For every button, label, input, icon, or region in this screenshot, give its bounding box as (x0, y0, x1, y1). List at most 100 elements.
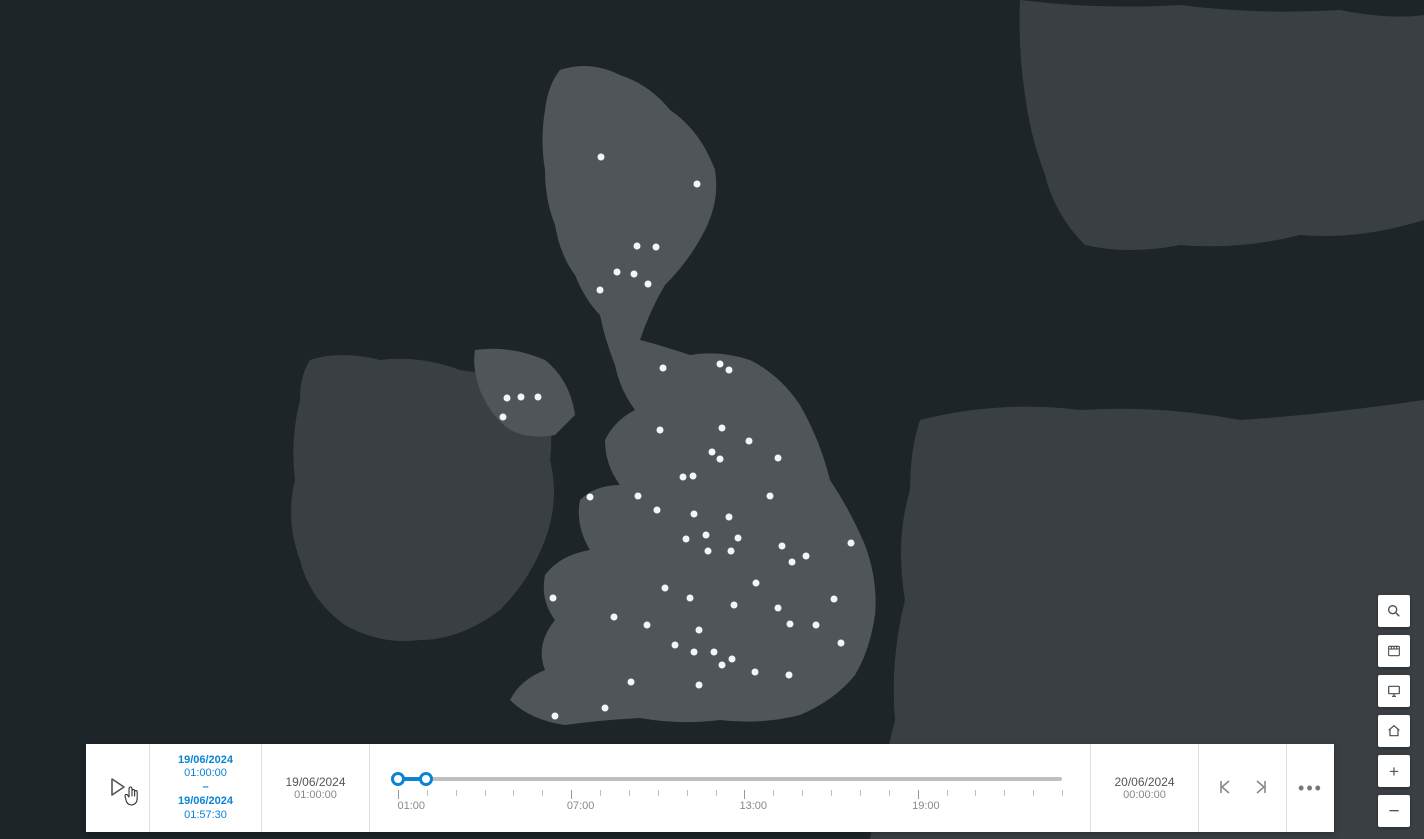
tick (1062, 790, 1063, 796)
map-point[interactable] (657, 427, 664, 434)
map-point[interactable] (654, 507, 661, 514)
map-point[interactable] (597, 287, 604, 294)
time-extent-display[interactable]: 19/06/2024 01:00:00 – 19/06/2024 01:57:3… (150, 744, 262, 832)
zoom-out-button[interactable]: − (1378, 795, 1410, 827)
tick (600, 790, 601, 796)
map-point[interactable] (787, 621, 794, 628)
map-point[interactable] (711, 649, 718, 656)
map-point[interactable] (653, 244, 660, 251)
map-point[interactable] (803, 553, 810, 560)
basemap-button[interactable] (1378, 635, 1410, 667)
fullscreen-button[interactable] (1378, 675, 1410, 707)
map-point[interactable] (789, 559, 796, 566)
map-point[interactable] (635, 493, 642, 500)
map-point[interactable] (550, 595, 557, 602)
map-point[interactable] (631, 271, 638, 278)
map-point[interactable] (644, 622, 651, 629)
map-point[interactable] (779, 543, 786, 550)
axis-start-display: 19/06/2024 01:00:00 (262, 744, 370, 832)
map-point[interactable] (786, 672, 793, 679)
map-point[interactable] (504, 395, 511, 402)
map-point[interactable] (831, 596, 838, 603)
more-options-button[interactable]: ••• (1298, 778, 1323, 799)
map-point[interactable] (696, 682, 703, 689)
map-point[interactable] (628, 679, 635, 686)
map-canvas[interactable] (0, 0, 1424, 839)
map-point[interactable] (634, 243, 641, 250)
plus-icon: + (1389, 763, 1399, 780)
map-point[interactable] (614, 269, 621, 276)
tick-label: 13:00 (739, 800, 767, 812)
map-point[interactable] (775, 455, 782, 462)
map-point[interactable] (729, 656, 736, 663)
zoom-in-button[interactable]: + (1378, 755, 1410, 787)
tick (687, 790, 688, 796)
map-point[interactable] (719, 425, 726, 432)
map-point[interactable] (691, 511, 698, 518)
map-point[interactable] (703, 532, 710, 539)
map-point[interactable] (587, 494, 594, 501)
search-button[interactable] (1378, 595, 1410, 627)
map-point[interactable] (687, 595, 694, 602)
map-point[interactable] (728, 548, 735, 555)
step-forward-button[interactable] (1252, 779, 1268, 798)
tick (773, 790, 774, 796)
play-button[interactable] (109, 777, 127, 800)
tick (658, 790, 659, 796)
slider-track (398, 777, 1062, 781)
map-point[interactable] (535, 394, 542, 401)
tick (513, 790, 514, 796)
map-point[interactable] (726, 514, 733, 521)
map-point[interactable] (719, 662, 726, 669)
map-point[interactable] (731, 602, 738, 609)
slider-track-wrap[interactable] (398, 772, 1062, 786)
home-icon (1386, 723, 1402, 739)
map-point[interactable] (672, 642, 679, 649)
map-point[interactable] (735, 535, 742, 542)
axis-end-date: 20/06/2024 (1114, 775, 1174, 789)
search-icon (1386, 603, 1402, 619)
map-point[interactable] (838, 640, 845, 647)
map-point[interactable] (645, 281, 652, 288)
map-point[interactable] (767, 493, 774, 500)
map-point[interactable] (717, 456, 724, 463)
axis-end-time: 00:00:00 (1123, 789, 1166, 801)
map-point[interactable] (552, 713, 559, 720)
map-point[interactable] (705, 548, 712, 555)
map-point[interactable] (813, 622, 820, 629)
map-point[interactable] (691, 649, 698, 656)
step-back-button[interactable] (1218, 779, 1234, 798)
map-point[interactable] (680, 474, 687, 481)
tick (918, 790, 919, 799)
map-point[interactable] (598, 154, 605, 161)
home-extent-button[interactable] (1378, 715, 1410, 747)
slider-handle-start[interactable] (391, 772, 405, 786)
map-point[interactable] (690, 473, 697, 480)
map-point[interactable] (660, 365, 667, 372)
slider-handle-end[interactable] (419, 772, 433, 786)
map-point[interactable] (500, 414, 507, 421)
map-point[interactable] (611, 614, 618, 621)
basemap-icon (1386, 643, 1402, 659)
tick (398, 790, 399, 799)
map-point[interactable] (775, 605, 782, 612)
ellipsis-icon: ••• (1298, 778, 1323, 798)
map-point[interactable] (694, 181, 701, 188)
map-point[interactable] (746, 438, 753, 445)
map-point[interactable] (753, 580, 760, 587)
map-point[interactable] (683, 536, 690, 543)
tick (629, 790, 630, 796)
tick (1033, 790, 1034, 796)
map-point[interactable] (709, 449, 716, 456)
map-point[interactable] (518, 394, 525, 401)
map-point[interactable] (717, 361, 724, 368)
map-point[interactable] (602, 705, 609, 712)
map-point[interactable] (696, 627, 703, 634)
range-start-date: 19/06/2024 (178, 754, 233, 768)
map-point[interactable] (662, 585, 669, 592)
map-point[interactable] (726, 367, 733, 374)
map-point[interactable] (752, 669, 759, 676)
tick (831, 790, 832, 796)
play-cell (86, 744, 150, 832)
map-point[interactable] (848, 540, 855, 547)
